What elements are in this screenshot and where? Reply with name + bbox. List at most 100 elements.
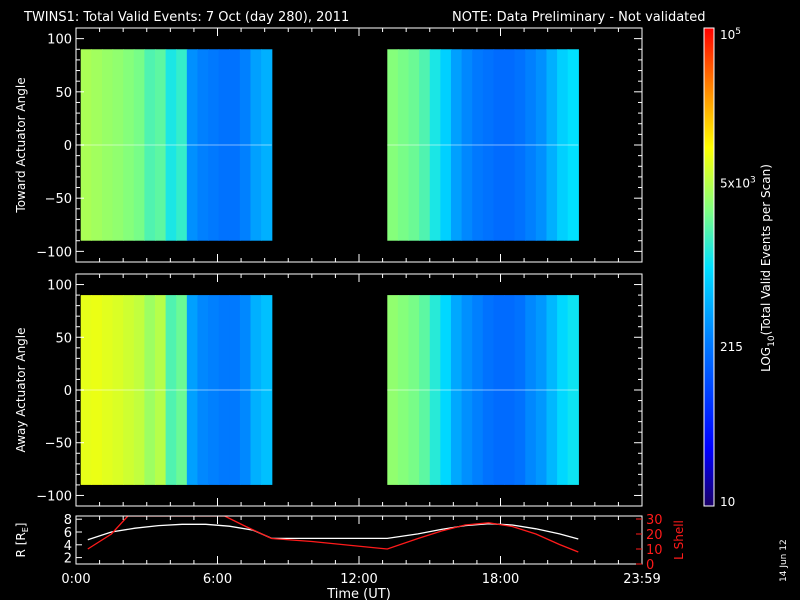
- y-axis-label: Away Actuator Angle: [14, 327, 28, 452]
- y-tick-label: 50: [55, 331, 72, 346]
- r-line: [87, 523, 579, 541]
- heatmap-column: [493, 49, 505, 241]
- heatmap-column: [429, 49, 441, 241]
- heatmap-column: [387, 49, 399, 241]
- heatmap-column: [472, 49, 484, 241]
- heatmap-column: [133, 295, 145, 485]
- heatmap-column: [397, 295, 410, 485]
- y-tick-label: −100: [36, 489, 72, 504]
- colorbar-axis-label: LOG10(Total Valid Events per Scan): [759, 164, 777, 372]
- l-shell-line: [87, 516, 579, 553]
- heatmap-column: [482, 295, 495, 485]
- heatmap-column: [472, 295, 484, 485]
- y2-tick-label: 10: [646, 543, 663, 558]
- heatmap-column: [250, 49, 262, 241]
- heatmap-column: [461, 295, 473, 485]
- heatmap-column: [101, 295, 114, 485]
- colorbar-low-label: 215: [720, 340, 743, 354]
- y2-tick-label: 0: [646, 558, 654, 573]
- y-tick-label: 2: [64, 552, 72, 567]
- chart-title: TWINS1: Total Valid Events: 7 Oct (day 2…: [23, 10, 349, 25]
- heatmap-column: [514, 295, 526, 485]
- heatmap-column: [504, 295, 516, 485]
- y2-tick-label: 20: [646, 528, 663, 543]
- heatmap-column: [239, 295, 252, 485]
- heatmap-column: [144, 49, 156, 241]
- heatmap-column: [80, 295, 92, 485]
- heatmap-column: [112, 295, 124, 485]
- heatmap-column: [482, 49, 495, 241]
- heatmap-column: [197, 295, 209, 485]
- away-actuator-panel: 100 50 0 −50 −100 Away Actuator Angle: [14, 273, 643, 507]
- heatmap-column: [133, 49, 145, 241]
- heatmap-column: [397, 49, 410, 241]
- heatmap-column: [165, 49, 177, 241]
- heatmap-column: [176, 295, 188, 485]
- y2-axis-label: L Shell: [672, 520, 686, 560]
- y2-tick-label: 30: [646, 513, 663, 528]
- heatmap-column: [101, 49, 114, 241]
- y-tick-label: 100: [47, 279, 72, 294]
- heatmap-column: [450, 295, 463, 485]
- y-tick-label: −100: [36, 245, 72, 260]
- heatmap-column: [123, 295, 135, 485]
- heatmap-column: [493, 295, 505, 485]
- preliminary-note: NOTE: Data Preliminary - Not validated: [452, 10, 706, 25]
- heatmap-column: [546, 49, 558, 241]
- y-tick-label: 4: [64, 539, 72, 554]
- heatmap-column: [546, 295, 558, 485]
- heatmap-column: [525, 49, 537, 241]
- heatmap-column: [186, 49, 199, 241]
- colorbar-mid-label: 5x103: [720, 175, 756, 190]
- colorbar-gradient: [703, 27, 715, 507]
- heatmap-column: [419, 49, 431, 241]
- heatmap-column: [250, 295, 262, 485]
- x-tick-label: 23:59: [623, 572, 660, 587]
- y-tick-label: 8: [64, 513, 72, 528]
- heatmap-column: [186, 295, 199, 485]
- heatmap-column: [91, 295, 103, 485]
- heatmap-column: [218, 49, 230, 241]
- heatmap-column: [218, 295, 230, 485]
- x-tick-label: 6:00: [203, 572, 232, 587]
- y-axis-label: R [RE]: [14, 523, 30, 558]
- y-tick-label: 0: [64, 384, 72, 399]
- heatmap-column: [144, 295, 156, 485]
- heatmap-column: [450, 49, 463, 241]
- y-tick-label: 50: [55, 86, 72, 101]
- colorbar-top-label: 105: [720, 27, 741, 42]
- heatmap-column: [535, 49, 548, 241]
- heatmap-column: [91, 49, 103, 241]
- heatmap-column: [429, 295, 441, 485]
- heatmap-column: [440, 295, 452, 485]
- heatmap-column: [567, 295, 579, 485]
- heatmap-column: [557, 295, 569, 485]
- toward-actuator-panel: 100 50 0 −50 −100 Toward Actuator Angle: [14, 27, 643, 263]
- heatmap-column: [155, 49, 167, 241]
- heatmap-column: [514, 49, 526, 241]
- heatmap-column: [567, 49, 579, 241]
- heatmap-column: [123, 49, 135, 241]
- heatmap-column: [440, 49, 452, 241]
- heatmap-column: [261, 295, 273, 485]
- heatmap-column: [80, 49, 92, 241]
- heatmap-column: [408, 49, 420, 241]
- heatmap-column: [176, 49, 188, 241]
- y-tick-label: −50: [45, 192, 72, 207]
- heatmap-column: [229, 295, 241, 485]
- colorbar: 105 5x103 215 10 LOG10(Total Valid Event…: [703, 27, 777, 509]
- heatmap-column: [261, 49, 273, 241]
- y-tick-label: 0: [64, 139, 72, 154]
- heatmap-column: [525, 295, 537, 485]
- heatmap-column: [387, 295, 399, 485]
- heatmap-column: [461, 49, 473, 241]
- x-tick-label: 18:00: [482, 572, 519, 587]
- heatmap-column: [197, 49, 209, 241]
- date-stamp: 14 Jun 12: [779, 539, 789, 582]
- heatmap-column: [408, 295, 420, 485]
- y-axis-label: Toward Actuator Angle: [14, 77, 28, 213]
- heatmap-column: [165, 295, 177, 485]
- colorbar-bottom-label: 10: [720, 495, 735, 509]
